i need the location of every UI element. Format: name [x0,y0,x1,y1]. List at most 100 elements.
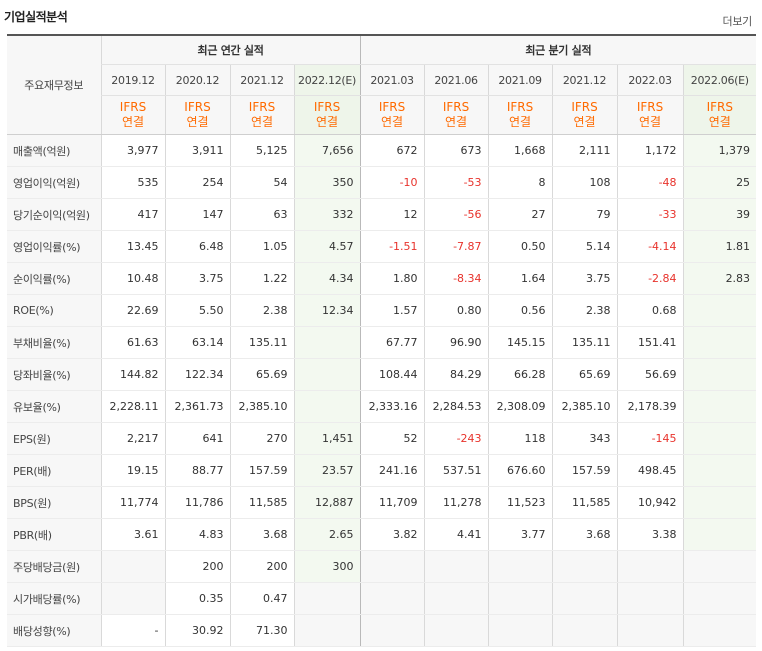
table-cell: 2,217 [100,422,165,455]
table-cell: 0.68 [616,294,684,327]
table-cell: 0.35 [164,582,230,615]
table-cell [423,614,489,647]
table-cell: 25 [682,166,757,199]
table-cell: 4.83 [164,518,230,551]
accounting-standard-label: IFRS 연결 [100,95,165,135]
table-cell [100,550,165,583]
row-label: ROE(%) [7,294,101,327]
table-cell: 241.16 [359,454,425,487]
table-cell [423,550,489,583]
more-link[interactable]: 더보기 [722,15,753,28]
table-cell: 11,709 [359,486,425,519]
period-header: 2020.12 [164,64,230,96]
table-cell: 5.14 [551,230,618,263]
period-header: 2022.03 [616,64,684,96]
table-row: 시가배당률(%) 0.35 0.47 [7,582,757,615]
table-cell: 151.41 [616,326,684,359]
table-cell: 11,585 [229,486,294,519]
row-label: BPS(원) [7,486,101,519]
group-quarterly: 최근 분기 실적 [359,34,757,65]
table-cell: 6.48 [164,230,230,263]
table-cell [551,582,618,615]
table-cell: -145 [616,422,684,455]
table-cell: 676.60 [487,454,553,487]
table-cell: 30.92 [164,614,230,647]
table-cell [551,614,618,647]
financial-table: 주요재무정보 최근 연간 실적 최근 분기 실적 2019.12 2020.12 2… [7,34,757,647]
row-label: 영업이익(억원) [7,166,101,199]
table-cell [551,550,618,583]
table-cell [293,614,361,647]
accounting-standard-label: IFRS 연결 [487,95,553,135]
table-cell: 135.11 [229,326,294,359]
table-cell: 3,911 [164,134,230,167]
table-cell: 2,333.16 [359,390,425,423]
table-cell: 39 [682,198,757,231]
table-cell: 8 [487,166,553,199]
period-header: 2019.12 [100,64,165,96]
table-cell [682,390,757,423]
table-cell: 3.75 [551,262,618,295]
table-cell: 1.81 [682,230,757,263]
row-label: 당기순이익(억원) [7,198,101,231]
row-label: PBR(배) [7,518,101,551]
table-cell: 498.45 [616,454,684,487]
table-cell: 63 [229,198,294,231]
table-cell: -48 [616,166,684,199]
group-annual: 최근 연간 실적 [100,34,361,65]
table-cell: 22.69 [100,294,165,327]
table-cell: 3.68 [229,518,294,551]
table-cell [487,582,553,615]
table-cell: 65.69 [229,358,294,391]
table-cell [359,582,425,615]
table-cell: -1.51 [359,230,425,263]
table-cell: 12,887 [293,486,361,519]
table-cell: 61.63 [100,326,165,359]
table-cell [682,614,757,647]
table-cell: -56 [423,198,489,231]
table-cell: 417 [100,198,165,231]
table-cell: 1.80 [359,262,425,295]
table-cell: 3.77 [487,518,553,551]
row-label: 주당배당금(원) [7,550,101,583]
table-cell [682,326,757,359]
table-cell: 350 [293,166,361,199]
table-cell: 2.38 [551,294,618,327]
table-cell: 54 [229,166,294,199]
table-row: 당기순이익(억원) 417 147 63 332 12 -56 27 79 -33 39 [7,198,757,231]
table-cell [487,550,553,583]
table-cell: 3.82 [359,518,425,551]
table-cell: 27 [487,198,553,231]
table-cell: 10.48 [100,262,165,295]
table-cell [487,614,553,647]
table-cell: 0.47 [229,582,294,615]
table-cell: 673 [423,134,489,167]
table-row: ROE(%) 22.69 5.50 2.38 12.34 1.57 0.80 0.56 2.38… [7,294,757,327]
table-cell: 672 [359,134,425,167]
table-cell: 3.61 [100,518,165,551]
table-cell [100,582,165,615]
table-cell: 535 [100,166,165,199]
table-cell [682,486,757,519]
table-cell [616,582,684,615]
table-cell [682,422,757,455]
table-cell: -10 [359,166,425,199]
table-body: 매출액(억원) 3,977 3,911 5,125 7,656 672 673 1,668 2,… [7,134,757,647]
table-cell: 66.28 [487,358,553,391]
table-row: 배당성향(%) -30.92 71.30 [7,614,757,647]
table-cell: -4.14 [616,230,684,263]
table-row: 순이익률(%) 10.48 3.75 1.22 4.34 1.80 -8.34 1.64 3.7… [7,262,757,295]
accounting-standard-label: IFRS 연결 [293,95,361,135]
table-cell: 343 [551,422,618,455]
table-cell: 2,178.39 [616,390,684,423]
table-cell: 1.05 [229,230,294,263]
accounting-standard-label: IFRS 연결 [359,95,425,135]
table-cell: 2,385.10 [551,390,618,423]
widget-title: 기업실적분석 [4,10,68,24]
accounting-standard-label: IFRS 연결 [423,95,489,135]
table-cell: 0.50 [487,230,553,263]
table-cell: 11,523 [487,486,553,519]
table-row: PBR(배) 3.61 4.83 3.68 2.65 3.82 4.41 3.77 3.68 3.… [7,518,757,551]
row-label: PER(배) [7,454,101,487]
